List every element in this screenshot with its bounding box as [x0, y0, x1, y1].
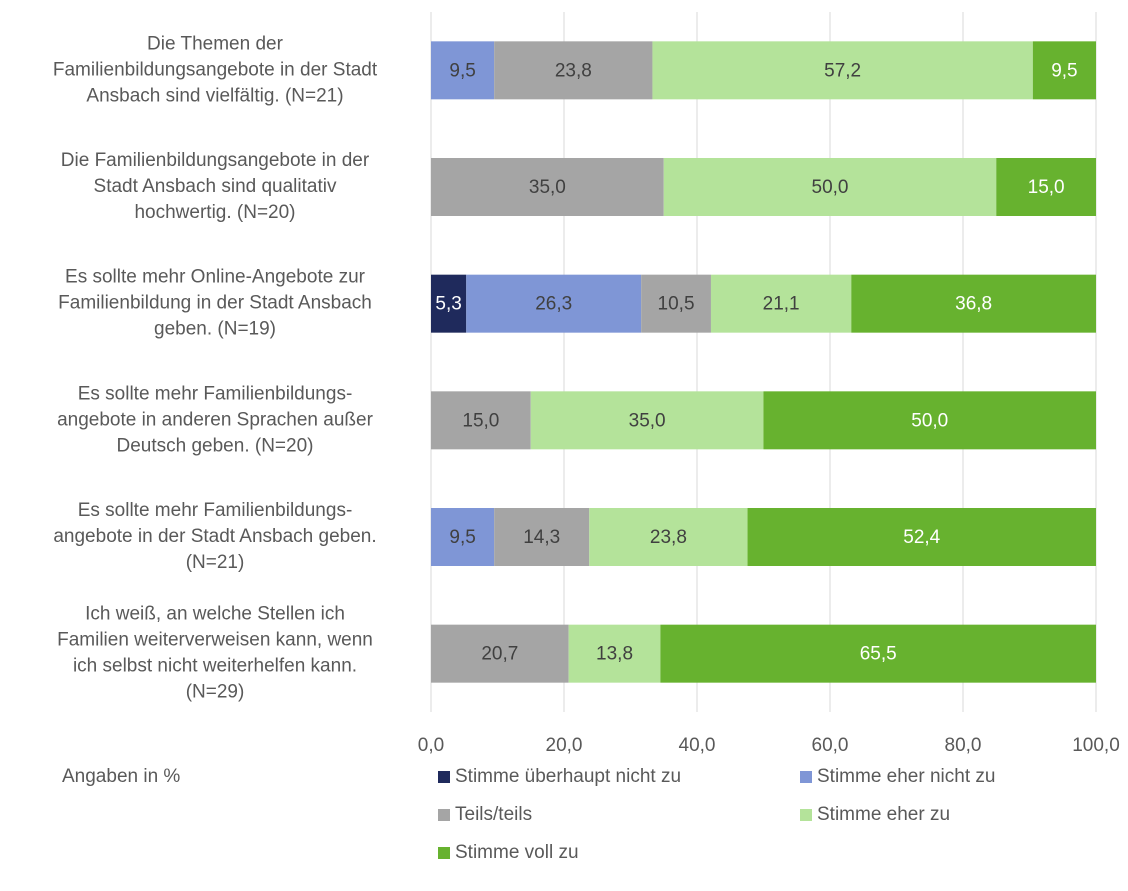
bar-segment [466, 274, 642, 333]
bar-segment [530, 391, 764, 450]
data-label: 26,3 [535, 294, 572, 315]
x-tick-label: 100,0 [1072, 735, 1120, 756]
bar-segment [660, 624, 1096, 683]
annotation: Angaben in % [62, 766, 180, 787]
x-tick-label: 80,0 [945, 735, 982, 756]
bar-segment [589, 508, 748, 566]
bar-segment [763, 391, 1096, 450]
x-tick-label: 60,0 [812, 735, 849, 756]
category-label: Ich weiß, an welche Stellen ich Familien … [57, 604, 373, 703]
data-label: 13,8 [596, 644, 633, 665]
data-label: 14,3 [523, 527, 560, 548]
bar-segment [710, 274, 852, 333]
data-label: 35,0 [529, 177, 566, 198]
legend-swatch [438, 809, 450, 821]
legend-swatch [438, 771, 450, 783]
x-tick-label: 40,0 [679, 735, 716, 756]
bar-segment [1032, 41, 1096, 100]
data-label: 9,5 [1051, 60, 1077, 81]
bar-segment [431, 41, 495, 100]
bar-segment [996, 158, 1096, 216]
bar-segment [431, 391, 531, 450]
bar-segment [431, 158, 664, 216]
category-label: Es sollte mehr Familienbildungs-angebote… [53, 500, 376, 573]
category-label: Es sollte mehr Online-Angebote zur Famili… [58, 267, 372, 340]
data-label: 23,8 [555, 60, 592, 81]
bar-segment [641, 274, 711, 333]
bar-segment [431, 274, 467, 333]
category-label: Die Themen der Familienbildungsangebote i… [53, 33, 378, 106]
legend-swatch [800, 809, 812, 821]
category-label: Es sollte mehr Familienbildungs-angebote… [57, 383, 374, 456]
data-label: 21,1 [763, 294, 800, 315]
data-label: 57,2 [824, 60, 861, 81]
legend-label: Teils/teils [455, 804, 532, 825]
bar-segment [431, 508, 495, 566]
bar-segment [851, 274, 1096, 333]
bar-segment [431, 624, 569, 683]
data-label: 5,3 [435, 294, 461, 315]
x-tick-label: 20,0 [546, 735, 583, 756]
legend-swatch [438, 847, 450, 859]
data-label: 9,5 [449, 527, 475, 548]
bar-segment [663, 158, 997, 216]
bar-segment [494, 41, 653, 100]
legend-label: Stimme eher zu [817, 804, 950, 825]
legend-swatch [800, 771, 812, 783]
bar-segment [494, 508, 590, 566]
bar-segment [652, 41, 1033, 100]
data-label: 15,0 [462, 410, 499, 431]
legend-label: Stimme voll zu [455, 842, 579, 863]
data-label: 36,8 [955, 294, 992, 315]
data-label: 23,8 [650, 527, 687, 548]
bar-segment [568, 624, 661, 683]
data-label: 20,7 [481, 644, 518, 665]
data-label: 52,4 [903, 527, 940, 548]
data-label: 50,0 [911, 410, 948, 431]
x-tick-label: 0,0 [418, 735, 444, 756]
data-label: 9,5 [449, 60, 475, 81]
data-label: 65,5 [860, 644, 897, 665]
data-label: 10,5 [658, 294, 695, 315]
legend-label: Stimme eher nicht zu [817, 766, 995, 787]
data-label: 15,0 [1028, 177, 1065, 198]
bar-segment [747, 508, 1096, 566]
data-label: 35,0 [629, 410, 666, 431]
data-label: 50,0 [812, 177, 849, 198]
category-label: Die Familienbildungsangebote in der Stadt… [61, 150, 370, 223]
legend-label: Stimme überhaupt nicht zu [455, 766, 681, 787]
